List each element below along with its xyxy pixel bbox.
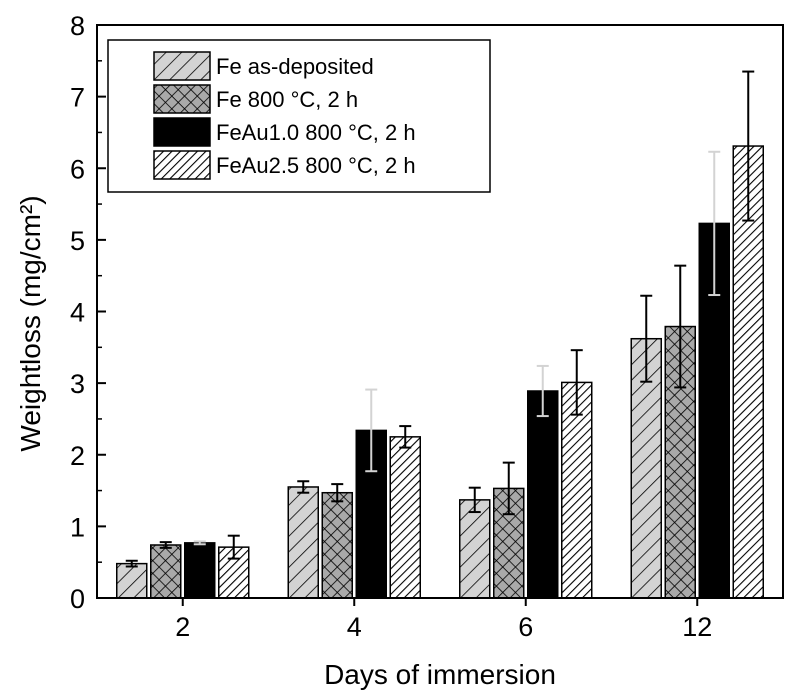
error-bar-s2-c1 bbox=[365, 388, 378, 473]
error-bar-s2-c3 bbox=[708, 150, 721, 297]
error-bar-s0-c3 bbox=[640, 294, 653, 383]
legend-swatch bbox=[153, 84, 211, 114]
error-bar-s2-c2 bbox=[536, 364, 549, 418]
bar-s3-c1 bbox=[389, 436, 421, 599]
y-tick-label: 8 bbox=[70, 11, 85, 41]
x-axis-title: Days of immersion bbox=[324, 659, 556, 690]
error-bar-s3-c0 bbox=[227, 534, 240, 560]
legend-label: Fe as-deposited bbox=[216, 54, 374, 79]
y-tick-label: 6 bbox=[70, 154, 85, 184]
x-tick-label: 2 bbox=[175, 612, 190, 642]
x-axis: 2 4 6 12 bbox=[175, 598, 712, 642]
error-bar-s2-c0 bbox=[193, 540, 206, 546]
error-bars-layer bbox=[125, 70, 755, 568]
bar-s2-c2 bbox=[527, 390, 559, 599]
x-tick-label: 12 bbox=[682, 612, 712, 642]
x-tick-label: 4 bbox=[347, 612, 362, 642]
y-tick-label: 2 bbox=[70, 441, 85, 471]
legend-label: FeAu1.0 800 °C, 2 h bbox=[216, 120, 416, 145]
bar-s0-c1 bbox=[287, 486, 319, 599]
bar-s2-c0 bbox=[184, 542, 216, 599]
legend-swatch bbox=[153, 51, 211, 81]
legend: Fe as-deposited Fe 800 °C, 2 h FeAu1.0 800… bbox=[107, 39, 491, 193]
y-tick-label: 7 bbox=[70, 83, 85, 113]
error-bar-s3-c3 bbox=[742, 70, 755, 222]
error-bar-s1-c3 bbox=[674, 264, 687, 389]
y-tick-label: 3 bbox=[70, 369, 85, 399]
error-bar-s1-c2 bbox=[502, 461, 515, 516]
y-axis: 0 1 2 3 4 5 6 7 8 bbox=[70, 11, 106, 614]
x-tick-label: 6 bbox=[518, 612, 533, 642]
bar-s1-c0 bbox=[150, 544, 182, 599]
bars-layer bbox=[116, 145, 764, 599]
error-bar-s0-c2 bbox=[468, 486, 481, 514]
y-axis-title: Weightloss (mg/cm²) bbox=[15, 195, 46, 451]
legend-swatch bbox=[153, 117, 211, 147]
bar-s3-c2 bbox=[561, 381, 593, 599]
y-tick-label: 4 bbox=[70, 298, 85, 328]
legend-swatch bbox=[153, 150, 211, 180]
error-bar-s0-c1 bbox=[297, 480, 310, 494]
error-bar-s1-c1 bbox=[331, 483, 344, 503]
bar-s0-c2 bbox=[459, 499, 491, 599]
bar-s0-c0 bbox=[116, 562, 148, 599]
error-bar-s3-c2 bbox=[570, 349, 583, 416]
error-bar-s3-c1 bbox=[399, 425, 412, 449]
bar-s1-c1 bbox=[321, 491, 353, 599]
y-tick-label: 5 bbox=[70, 226, 85, 256]
error-bar-s0-c0 bbox=[125, 559, 138, 568]
legend-label: Fe 800 °C, 2 h bbox=[216, 87, 358, 112]
y-tick-label: 0 bbox=[70, 584, 85, 614]
error-bar-s1-c0 bbox=[159, 541, 172, 549]
legend-label: FeAu2.5 800 °C, 2 h bbox=[216, 153, 416, 178]
y-tick-label: 1 bbox=[70, 512, 85, 542]
